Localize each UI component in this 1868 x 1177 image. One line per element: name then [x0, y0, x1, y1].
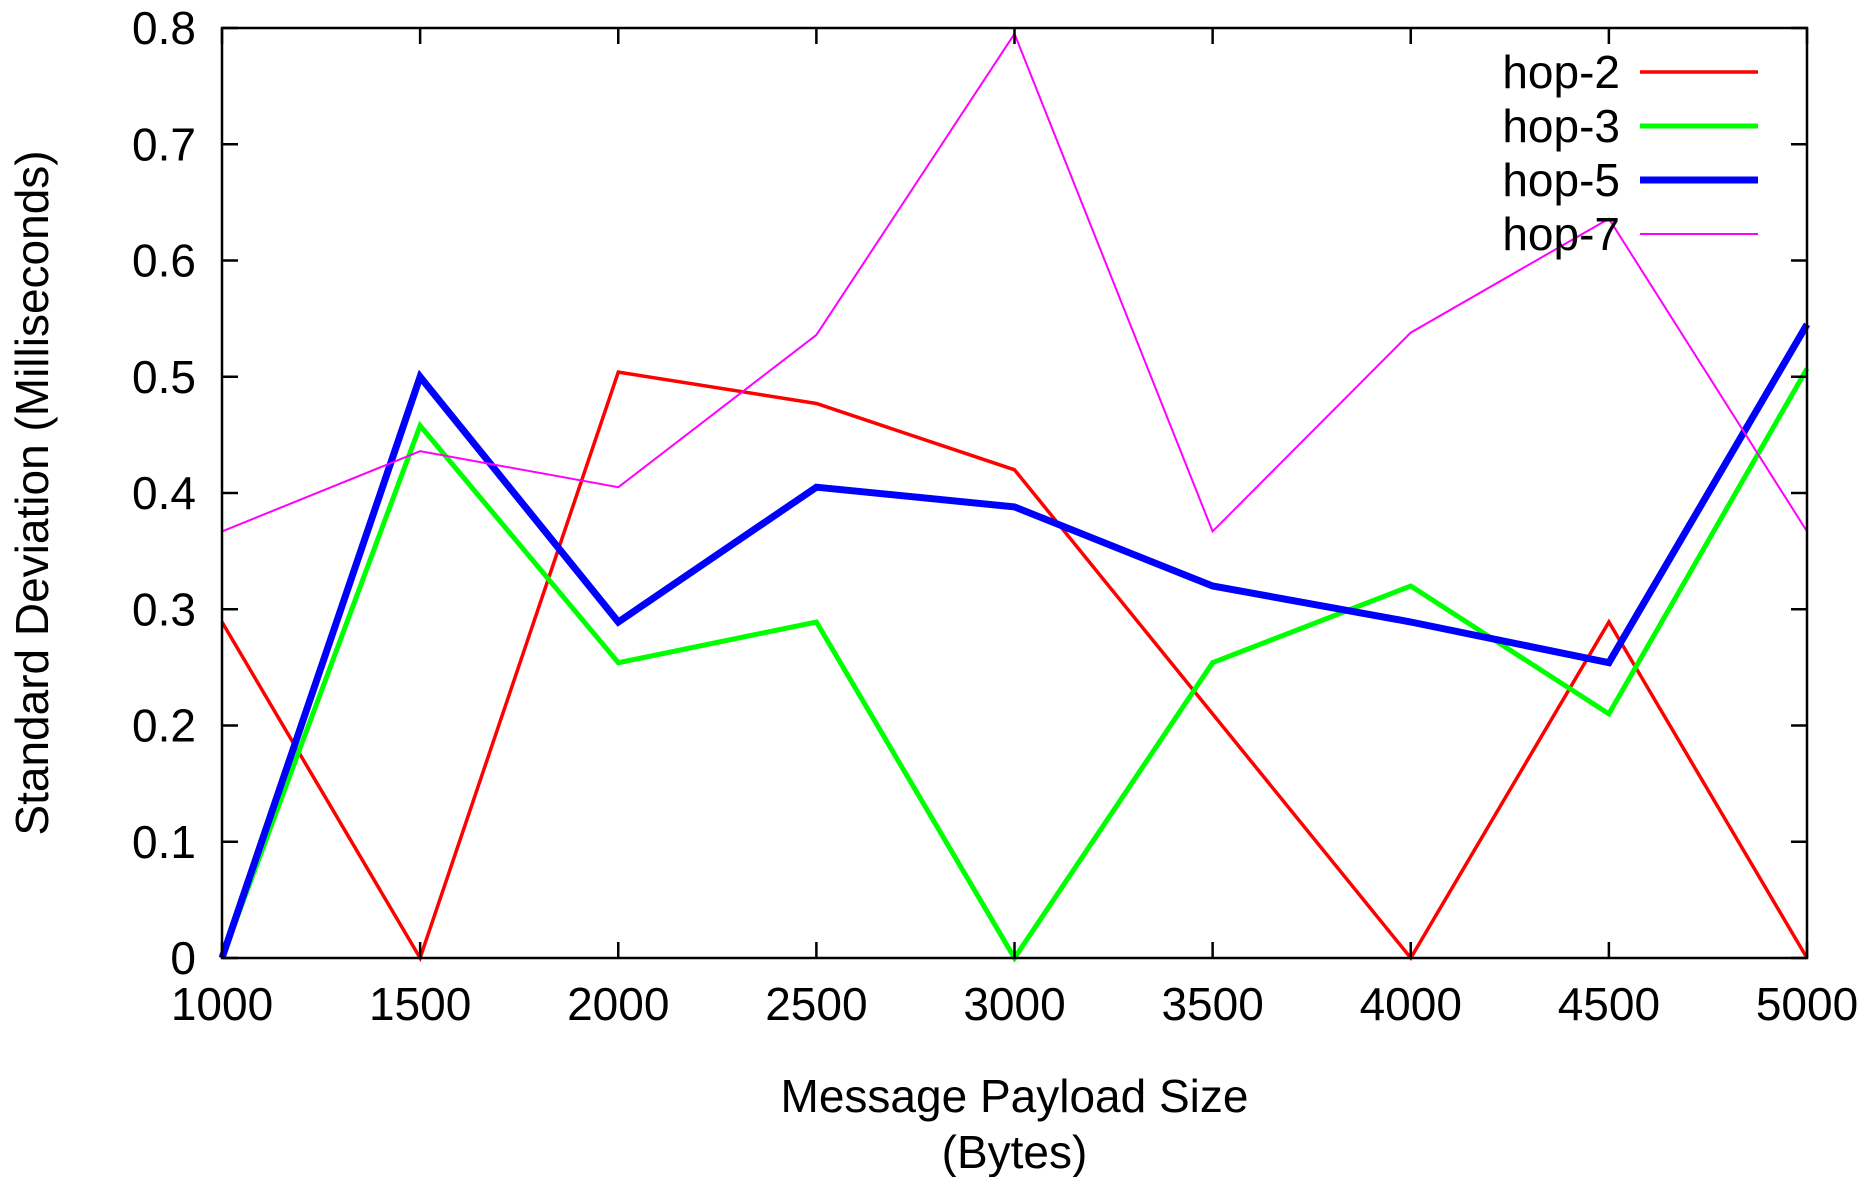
legend-label-hop-5: hop-5: [1502, 154, 1620, 206]
y-tick-label: 0.7: [132, 118, 196, 170]
legend-label-hop-7: hop-7: [1502, 208, 1620, 260]
x-tick-label: 4000: [1360, 978, 1462, 1030]
y-tick-label: 0.8: [132, 2, 196, 54]
x-axis-title-unit: (Bytes): [942, 1126, 1088, 1177]
ticks-layer: [220, 26, 1809, 960]
x-tick-label: 3500: [1161, 978, 1263, 1030]
x-tick-label: 2000: [567, 978, 669, 1030]
x-tick-label: 1000: [171, 978, 273, 1030]
x-axis-title: Message Payload Size: [781, 1070, 1249, 1122]
y-tick-label: 0.6: [132, 235, 196, 287]
series-line-hop-5: [218, 322, 1811, 960]
legend-label-hop-3: hop-3: [1502, 100, 1620, 152]
x-tick-label: 1500: [369, 978, 471, 1030]
x-tick-label: 3000: [963, 978, 1065, 1030]
x-tick-label: 5000: [1756, 978, 1858, 1030]
tick-labels-layer: 1000 1500 2000 2500 3000 3500 4000 4500 5000 0 0.1…: [132, 2, 1858, 1030]
y-axis-title: Standard Deviation (Milliseconds): [6, 150, 58, 835]
series-line-hop-2: [220, 370, 1809, 963]
legend-label-hop-2: hop-2: [1502, 46, 1620, 98]
y-tick-label: 0: [170, 932, 196, 984]
y-tick-label: 0.3: [132, 583, 196, 635]
series-line-hop-3: [219, 367, 1810, 963]
x-tick-label: 2500: [765, 978, 867, 1030]
x-tick-label: 4500: [1558, 978, 1660, 1030]
series-layer: [218, 31, 1811, 963]
y-tick-label: 0.5: [132, 351, 196, 403]
y-tick-label: 0.4: [132, 467, 196, 519]
y-tick-label: 0.2: [132, 700, 196, 752]
y-tick-label: 0.1: [132, 816, 196, 868]
